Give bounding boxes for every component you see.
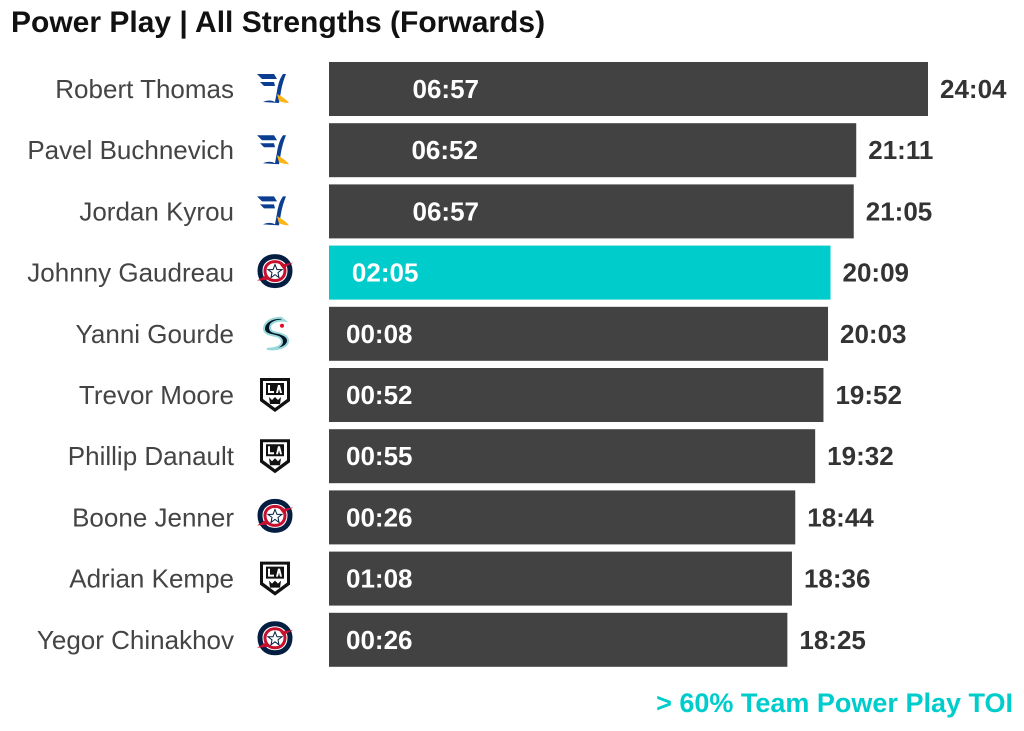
toi-bar: [329, 123, 857, 178]
total-toi-label: 19:32: [827, 441, 894, 471]
pp-toi-label: 01:08: [346, 564, 413, 594]
player-name-label: Adrian Kempe: [69, 564, 234, 594]
pp-toi-label: 00:26: [346, 502, 413, 532]
pp-toi-label: 00:08: [346, 319, 413, 349]
pp-toi-label: 06:52: [411, 135, 478, 165]
pp-toi-label: 06:57: [412, 196, 479, 226]
toi-bar: [329, 62, 928, 116]
bar-row: Trevor Moore 00:52 19:52: [79, 368, 902, 422]
pp-toi-label: 00:52: [346, 380, 413, 410]
toi-bar: [329, 184, 854, 239]
player-name-label: Boone Jenner: [72, 502, 234, 532]
toi-bar: [329, 612, 788, 667]
bar-row: Johnny Gaudreau 02:05 20:09: [27, 245, 910, 300]
cbj-blue-jackets-team-logo-icon: [257, 501, 293, 530]
bar-row: Pavel Buchnevich 06:52 21:11: [27, 123, 933, 178]
stl-blues-team-logo-icon: [257, 196, 289, 226]
bar-row: Phillip Danault 00:55 19:32: [68, 429, 894, 484]
la-kings-team-logo-icon: [260, 439, 290, 474]
pp-toi-label: 00:55: [346, 441, 413, 471]
toi-bar: [329, 429, 816, 484]
total-toi-label: 21:05: [866, 196, 933, 226]
total-toi-label: 18:44: [807, 502, 874, 532]
pp-toi-label: 00:26: [346, 625, 413, 655]
highlight-legend-note: > 60% Team Power Play TOI: [656, 688, 1013, 718]
player-name-label: Yanni Gourde: [75, 319, 234, 349]
bar-row: Adrian Kempe 01:08 18:36: [69, 551, 871, 606]
player-name-label: Johnny Gaudreau: [27, 258, 234, 288]
toi-bar: [329, 306, 829, 361]
bar-row: Robert Thomas 06:57 24:04: [55, 62, 1007, 116]
cbj-blue-jackets-team-logo-icon: [257, 257, 293, 286]
pp-toi-label: 06:57: [412, 74, 479, 104]
total-toi-label: 19:52: [835, 380, 902, 410]
toi-bar: [329, 368, 824, 422]
bar-row: Boone Jenner 00:26 18:44: [72, 490, 874, 545]
total-toi-label: 21:11: [868, 135, 933, 165]
highlighted-toi-bar: [329, 245, 831, 300]
player-name-label: Robert Thomas: [55, 74, 234, 104]
la-kings-team-logo-icon: [260, 378, 290, 412]
total-toi-label: 18:25: [799, 625, 866, 655]
cbj-blue-jackets-team-logo-icon: [257, 624, 293, 653]
player-name-label: Yegor Chinakhov: [37, 625, 234, 655]
total-toi-label: 20:03: [840, 319, 907, 349]
bar-row: Yegor Chinakhov 00:26 18:25: [37, 612, 866, 667]
total-toi-label: 20:09: [843, 258, 910, 288]
sea-kraken-team-logo-icon: [263, 316, 289, 351]
pp-toi-label: 02:05: [352, 258, 419, 288]
player-name-label: Phillip Danault: [68, 441, 235, 471]
bar-row: Yanni Gourde 00:08 20:03: [75, 306, 907, 361]
bar-row: Jordan Kyrou 06:57 21:05: [79, 184, 933, 239]
toi-bar: [329, 551, 792, 606]
stl-blues-team-logo-icon: [257, 74, 289, 103]
player-name-label: Jordan Kyrou: [79, 196, 234, 226]
stl-blues-team-logo-icon: [257, 135, 289, 165]
player-name-label: Pavel Buchnevich: [27, 135, 234, 165]
toi-bar: [329, 490, 796, 545]
la-kings-team-logo-icon: [260, 561, 290, 596]
chart-title: Power Play | All Strengths (Forwards): [11, 6, 546, 39]
player-name-label: Trevor Moore: [79, 380, 234, 410]
total-toi-label: 24:04: [940, 74, 1007, 104]
total-toi-label: 18:36: [804, 564, 871, 594]
